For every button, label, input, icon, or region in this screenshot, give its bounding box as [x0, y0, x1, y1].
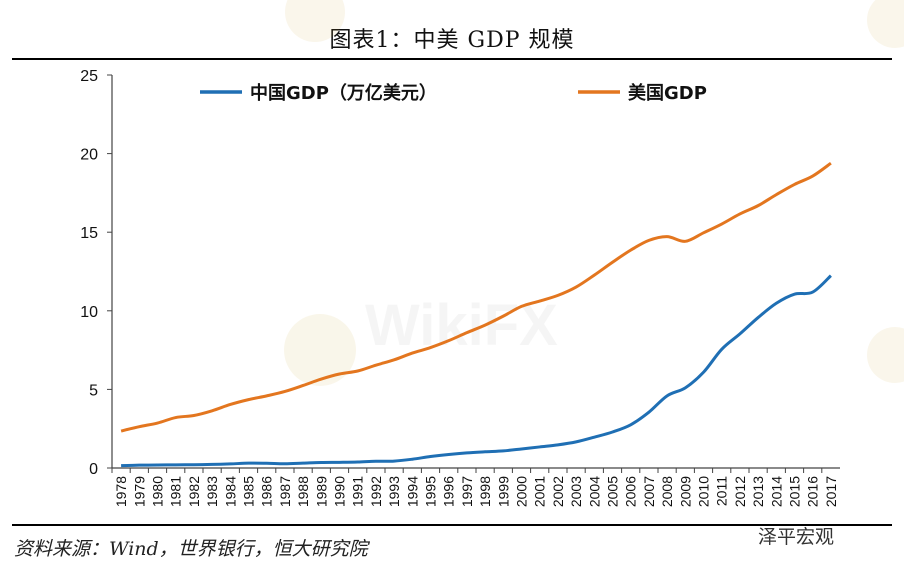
- series-line-china: [121, 274, 832, 468]
- x-tick-label: 2010: [696, 476, 712, 507]
- legend: 中国GDP（万亿美元） 美国GDP: [200, 82, 707, 104]
- legend-label-china: 中国GDP（万亿美元）: [250, 82, 437, 104]
- x-ticks: 1978 1979 1980 1981 1982 1983 1984 1985 1986 1987…: [111, 468, 839, 507]
- y-tick-label: 5: [89, 382, 98, 399]
- x-tick-label: 1984: [222, 476, 238, 507]
- x-tick-label: 1983: [204, 476, 220, 507]
- x-tick-label: 1994: [404, 476, 420, 507]
- bottom-rule: [12, 524, 892, 526]
- x-tick-label: 1989: [313, 476, 329, 507]
- x-tick-label: 2014: [768, 476, 784, 507]
- x-tick-label: 2011: [714, 476, 730, 506]
- x-tick-label: 2000: [514, 476, 530, 507]
- x-tick-label: 1993: [386, 476, 402, 507]
- x-tick-label: 1987: [277, 476, 293, 507]
- x-tick-label: 1978: [113, 476, 129, 507]
- x-tick-label: 1992: [368, 476, 384, 507]
- x-tick-label: 2006: [623, 476, 639, 507]
- watermark-logo-icon: [284, 314, 356, 386]
- x-tick-label: 1998: [477, 476, 493, 507]
- x-tick-label: 1990: [332, 476, 348, 507]
- x-tick-label: 1986: [259, 476, 275, 507]
- y-tick-label: 20: [80, 147, 98, 164]
- x-tick-label: 1995: [423, 476, 439, 507]
- top-rule: [12, 58, 892, 60]
- x-tick-label: 1996: [441, 476, 457, 507]
- chart-title: 图表1：中美 GDP 规模: [329, 28, 575, 53]
- x-tick-label: 1980: [150, 476, 166, 507]
- series-lines: [120, 161, 832, 468]
- watermark-logo-icon: [867, 327, 904, 383]
- x-tick-label: 1985: [241, 476, 257, 507]
- y-tick-label: 15: [80, 225, 98, 242]
- x-tick-label: 2004: [586, 476, 602, 507]
- brand-watermark: 泽平宏观: [758, 526, 835, 548]
- x-tick-label: 2013: [750, 476, 766, 507]
- x-tick-label: 2007: [641, 476, 657, 507]
- x-tick-label: 2009: [677, 476, 693, 507]
- x-tick-label: 2002: [550, 476, 566, 507]
- x-tick-label: 1981: [168, 476, 184, 507]
- watermark-logo-icon: [867, 0, 904, 48]
- x-tick-label: 1988: [295, 476, 311, 507]
- x-tick-label: 1982: [186, 476, 202, 507]
- x-tick-label: 2017: [823, 476, 839, 507]
- x-tick-label: 1999: [495, 476, 511, 507]
- x-tick-label: 2003: [568, 476, 584, 507]
- x-tick-label: 2001: [532, 476, 548, 507]
- x-tick-label: 1991: [350, 476, 366, 507]
- watermark-logo-icon: [285, 0, 345, 42]
- x-tick-label: 1997: [459, 476, 475, 507]
- series-line-usa: [120, 161, 832, 433]
- x-tick-label: 2016: [805, 476, 821, 507]
- y-tick-label: 0: [89, 461, 98, 478]
- x-tick-label: 2015: [787, 476, 803, 507]
- watermark: WikiFX: [284, 0, 904, 386]
- x-tick-label: 1979: [131, 476, 147, 507]
- y-tick-label: 25: [80, 68, 98, 85]
- y-tick-label: 10: [80, 304, 98, 321]
- x-tick-label: 2005: [605, 476, 621, 507]
- y-ticks: 0 5 10 15 20 25: [80, 68, 112, 478]
- x-tick-label: 2012: [732, 476, 748, 507]
- source-note: 资料来源：Wind，世界银行，恒大研究院: [14, 538, 368, 560]
- legend-label-usa: 美国GDP: [628, 82, 707, 104]
- x-tick-label: 2008: [659, 476, 675, 507]
